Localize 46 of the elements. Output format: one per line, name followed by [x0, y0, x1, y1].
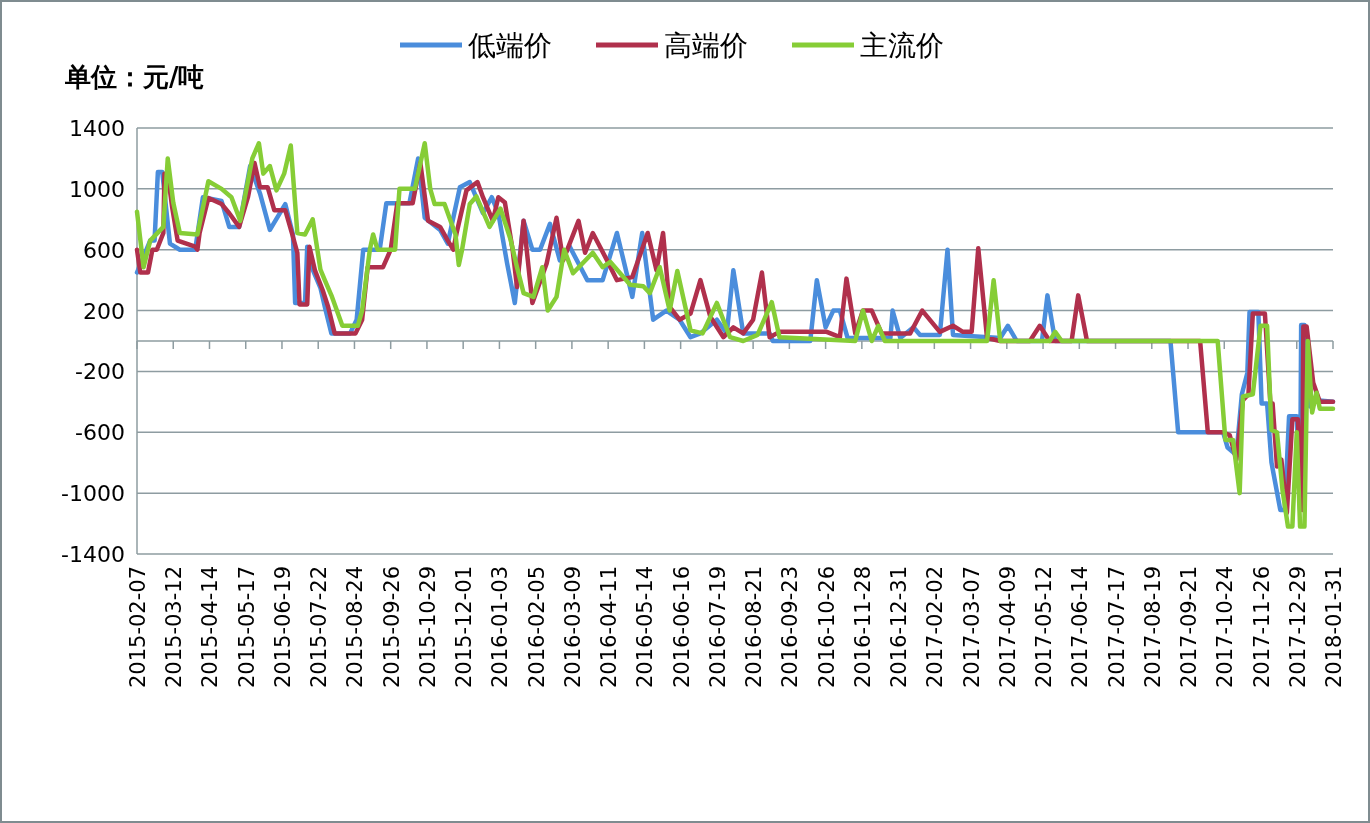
- x-tick-label: 2015-02-07: [126, 566, 150, 689]
- x-tick-label: 2015-12-01: [452, 566, 477, 689]
- x-tick-label: 2017-11-26: [1249, 566, 1274, 689]
- x-tick-label: 2016-04-11: [597, 566, 622, 689]
- x-tick-label: 2017-08-19: [1140, 566, 1165, 689]
- x-tick-label: 2017-07-17: [1104, 566, 1129, 689]
- x-tick-label: 2015-03-12: [162, 566, 187, 689]
- y-tick-label: -200: [75, 359, 125, 385]
- x-tick-label: 2016-11-28: [850, 566, 875, 689]
- x-tick-label: 2016-03-09: [560, 566, 585, 689]
- y-axis-title: 单位：元/吨: [64, 62, 205, 92]
- x-tick-label: 2017-06-14: [1068, 566, 1093, 689]
- x-tick-label: 2017-03-07: [959, 566, 984, 689]
- x-tick-label: 2016-06-16: [669, 566, 694, 689]
- x-tick-label: 2015-08-24: [343, 566, 368, 689]
- x-tick-label: 2016-12-31: [887, 566, 912, 689]
- x-tick-label: 2017-12-29: [1285, 566, 1310, 689]
- x-tick-label: 2015-09-26: [379, 566, 404, 689]
- x-tick-label: 2015-07-22: [307, 566, 332, 689]
- x-tick-label: 2016-02-05: [524, 566, 549, 689]
- legend-label: 高端价: [664, 29, 748, 62]
- x-tick-label: 2016-10-26: [814, 566, 839, 689]
- x-tick-label: 2017-02-02: [923, 566, 948, 689]
- x-tick-label: 2015-06-19: [270, 566, 295, 689]
- x-tick-label: 2017-09-21: [1177, 566, 1202, 689]
- y-tick-label: 1000: [69, 176, 125, 202]
- y-tick-label: -1400: [61, 542, 125, 567]
- x-tick-label: 2017-05-12: [1032, 566, 1057, 689]
- x-tick-label: 2017-04-09: [995, 566, 1020, 689]
- y-tick-label: -1000: [61, 481, 125, 507]
- legend-label: 主流价: [860, 29, 944, 62]
- y-tick-label: 600: [83, 237, 125, 263]
- x-tick-label: 2016-08-21: [742, 566, 767, 689]
- x-tick-label: 2015-10-29: [415, 566, 440, 689]
- x-tick-label: 2016-09-23: [778, 566, 803, 689]
- y-tick-label: 200: [83, 298, 125, 324]
- x-tick-label: 2015-04-14: [198, 566, 223, 689]
- x-tick-label: 2017-10-24: [1213, 566, 1238, 689]
- x-tick-label: 2016-05-14: [633, 566, 658, 689]
- x-tick-label: 2015-05-17: [234, 566, 259, 689]
- x-tick-label: 2018-01-31: [1322, 566, 1346, 689]
- x-tick-label: 2016-07-19: [705, 566, 730, 689]
- y-tick-label: -600: [75, 420, 125, 446]
- x-tick-label: 2016-01-03: [488, 566, 513, 689]
- legend-label: 低端价: [468, 29, 552, 62]
- y-tick-label: 1400: [69, 116, 125, 141]
